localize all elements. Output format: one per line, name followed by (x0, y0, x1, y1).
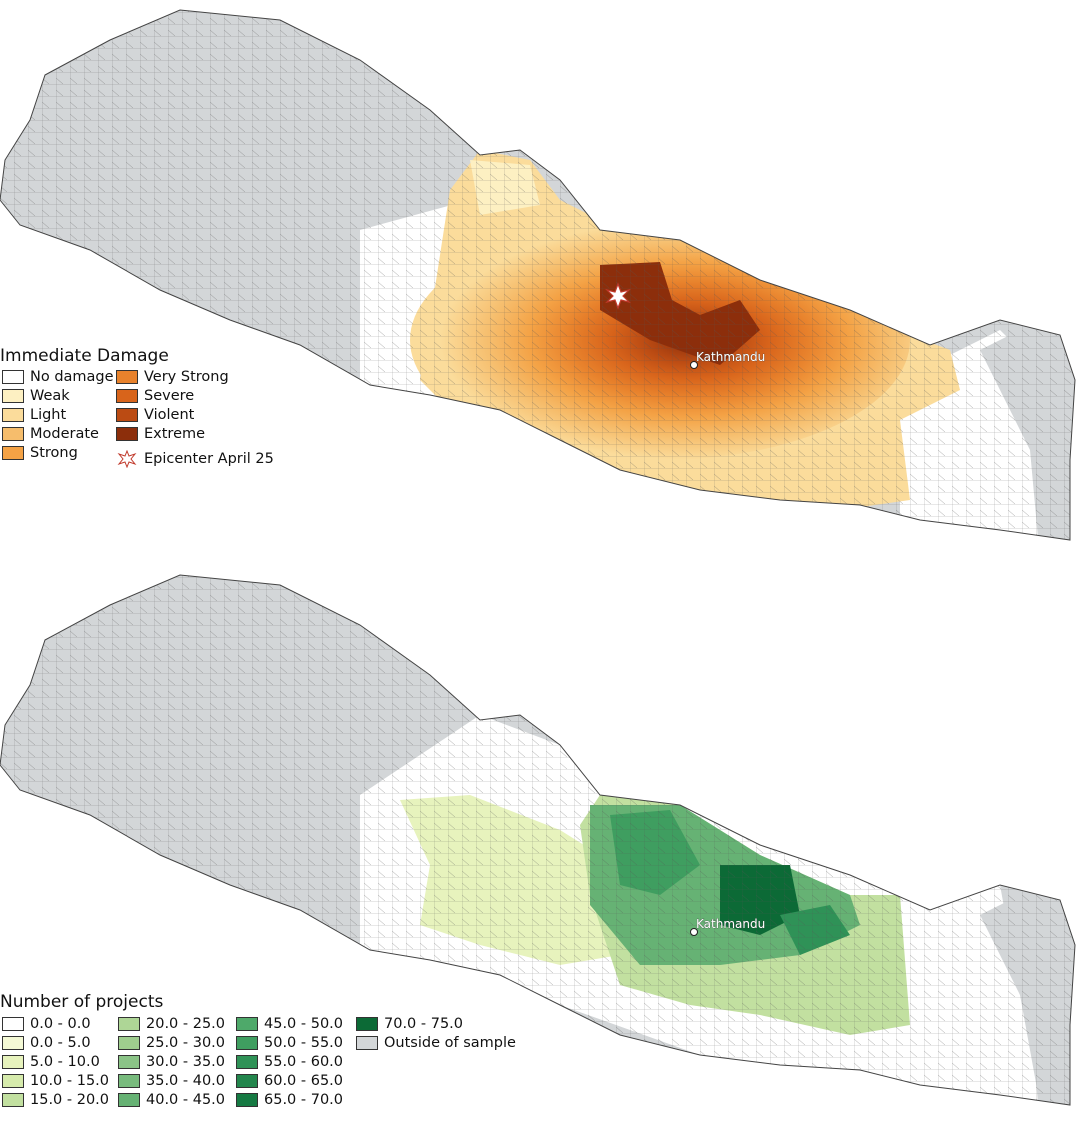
epicenter-marker (605, 282, 631, 310)
legend-swatch (2, 1036, 24, 1050)
projects-legend-item: 15.0 - 20.0 (2, 1091, 109, 1109)
projects-map: Kathmandu Number of projects 0.0 - 0.0 0.… (0, 565, 1077, 1125)
kathmandu-marker (690, 361, 698, 369)
legend-label: 40.0 - 45.0 (146, 1092, 226, 1108)
legend-label: 55.0 - 60.0 (264, 1054, 344, 1070)
legend-swatch (2, 389, 24, 403)
legend-label: Very Strong (144, 369, 229, 385)
legend-label: 0.0 - 5.0 (30, 1035, 91, 1051)
legend-label: 15.0 - 20.0 (30, 1092, 110, 1108)
damage-legend-item: Moderate (2, 425, 99, 443)
legend-label: 30.0 - 35.0 (146, 1054, 226, 1070)
legend-label: 70.0 - 75.0 (384, 1016, 464, 1032)
legend-swatch (2, 446, 24, 460)
damage-legend-item: Very Strong (116, 368, 229, 386)
legend-swatch (118, 1055, 140, 1069)
projects-legend-item: 10.0 - 15.0 (2, 1072, 109, 1090)
projects-legend-item: 50.0 - 55.0 (236, 1034, 343, 1052)
legend-swatch (118, 1036, 140, 1050)
legend-swatch (236, 1074, 258, 1088)
damage-map: Kathmandu Immediate Damage No damage Weak… (0, 0, 1077, 560)
legend-swatch (356, 1017, 378, 1031)
starburst-icon (117, 450, 137, 468)
legend-swatch (2, 370, 24, 384)
legend-swatch (116, 408, 138, 422)
projects-legend-item: 0.0 - 0.0 (2, 1015, 91, 1033)
legend-swatch (118, 1074, 140, 1088)
legend-label: 25.0 - 30.0 (146, 1035, 226, 1051)
damage-legend-item: Extreme (116, 425, 205, 443)
legend-swatch (2, 1074, 24, 1088)
legend-label: Severe (144, 388, 195, 404)
projects-legend-item: 35.0 - 40.0 (118, 1072, 225, 1090)
projects-legend-item: 40.0 - 45.0 (118, 1091, 225, 1109)
damage-legend-title: Immediate Damage (0, 346, 169, 366)
legend-swatch (2, 1093, 24, 1107)
legend-swatch (236, 1055, 258, 1069)
legend-label: No damage (30, 369, 114, 385)
projects-legend-item: 0.0 - 5.0 (2, 1034, 91, 1052)
legend-label: 65.0 - 70.0 (264, 1092, 344, 1108)
epicenter-legend-label: Epicenter April 25 (144, 451, 274, 467)
projects-legend-item: 5.0 - 10.0 (2, 1053, 100, 1071)
country-outline (0, 574, 1076, 1106)
legend-swatch (236, 1017, 258, 1031)
legend-swatch (236, 1036, 258, 1050)
damage-legend-item: No damage (2, 368, 114, 386)
legend-swatch (2, 1017, 24, 1031)
legend-label: Strong (30, 445, 78, 461)
kathmandu-label: Kathmandu (696, 350, 765, 364)
legend-swatch (116, 427, 138, 441)
projects-legend-item: 20.0 - 25.0 (118, 1015, 225, 1033)
legend-swatch (2, 408, 24, 422)
kathmandu-label: Kathmandu (696, 917, 765, 931)
damage-legend-item: Strong (2, 444, 78, 462)
legend-swatch (116, 389, 138, 403)
damage-legend-item: Violent (116, 406, 194, 424)
legend-swatch (116, 370, 138, 384)
projects-legend-title: Number of projects (0, 992, 164, 1012)
projects-legend-item: 45.0 - 50.0 (236, 1015, 343, 1033)
legend-swatch (236, 1093, 258, 1107)
kathmandu-marker (690, 928, 698, 936)
legend-label: 45.0 - 50.0 (264, 1016, 344, 1032)
projects-legend-item: 70.0 - 75.0 (356, 1015, 463, 1033)
legend-label: 35.0 - 40.0 (146, 1073, 226, 1089)
legend-swatch (118, 1017, 140, 1031)
projects-legend-item: 30.0 - 35.0 (118, 1053, 225, 1071)
country-outline (0, 9, 1076, 541)
legend-label: 50.0 - 55.0 (264, 1035, 344, 1051)
projects-legend-item: 25.0 - 30.0 (118, 1034, 225, 1052)
legend-label: 20.0 - 25.0 (146, 1016, 226, 1032)
legend-label: 60.0 - 65.0 (264, 1073, 344, 1089)
damage-legend-item: Light (2, 406, 66, 424)
damage-legend-item: Severe (116, 387, 194, 405)
district-boundaries (0, 10, 1075, 540)
legend-swatch (2, 427, 24, 441)
legend-label: Violent (144, 407, 195, 423)
legend-label: Weak (30, 388, 70, 404)
projects-legend-item: Outside of sample (356, 1034, 516, 1052)
legend-swatch (2, 1055, 24, 1069)
legend-label: 0.0 - 0.0 (30, 1016, 91, 1032)
epicenter-legend-item: Epicenter April 25 (116, 450, 274, 468)
legend-swatch (118, 1093, 140, 1107)
legend-label: Moderate (30, 426, 99, 442)
legend-label: Outside of sample (384, 1035, 516, 1051)
projects-legend-item: 60.0 - 65.0 (236, 1072, 343, 1090)
legend-label: Extreme (144, 426, 206, 442)
projects-legend-item: 65.0 - 70.0 (236, 1091, 343, 1109)
damage-legend-item: Weak (2, 387, 70, 405)
legend-label: 10.0 - 15.0 (30, 1073, 110, 1089)
legend-swatch (356, 1036, 378, 1050)
legend-label: 5.0 - 10.0 (30, 1054, 100, 1070)
projects-legend-item: 55.0 - 60.0 (236, 1053, 343, 1071)
legend-label: Light (30, 407, 67, 423)
